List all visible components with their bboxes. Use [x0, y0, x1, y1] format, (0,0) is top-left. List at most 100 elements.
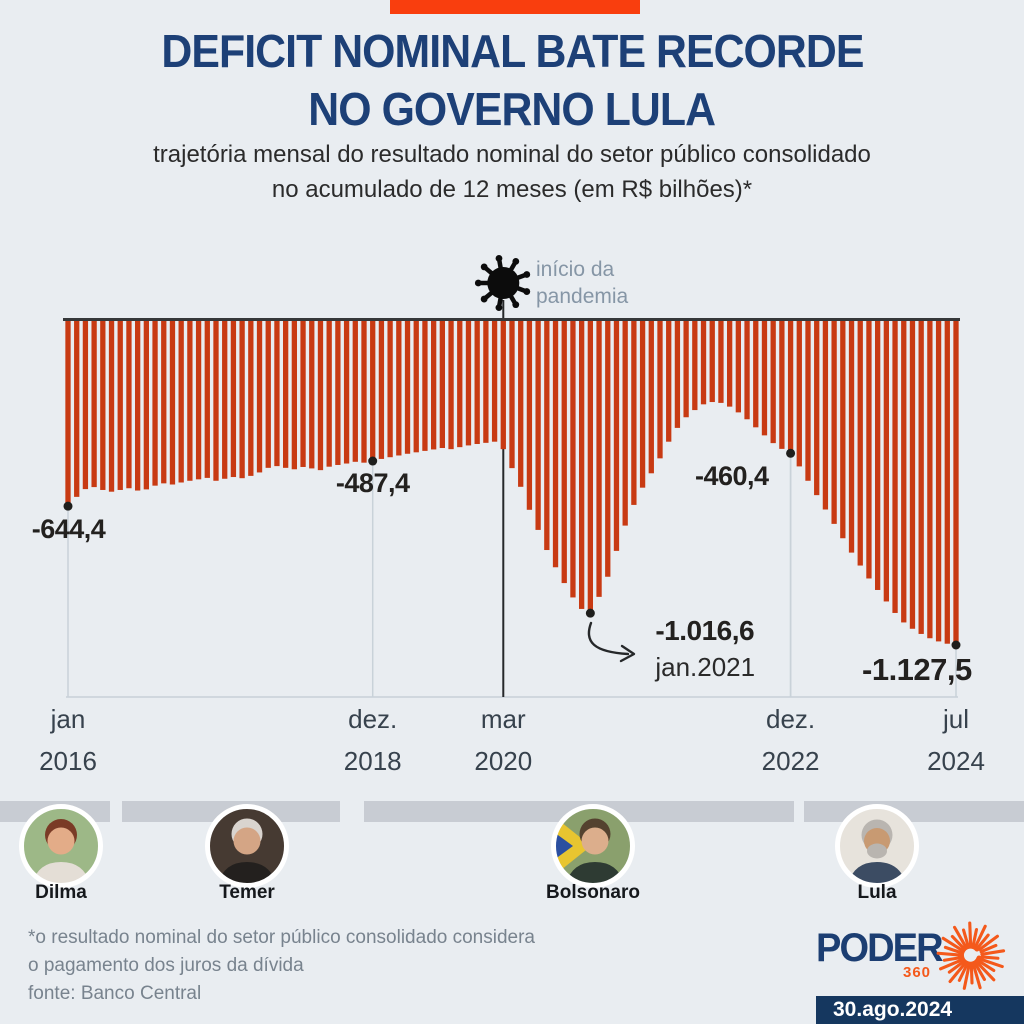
footnote-line1: *o resultado nominal do setor público co… — [28, 927, 535, 948]
bar — [134, 321, 141, 491]
pinwheel-ray — [936, 951, 962, 957]
bar — [953, 321, 959, 645]
bar — [866, 321, 872, 579]
bar — [65, 321, 71, 507]
bar — [126, 321, 132, 489]
president-name-lula: Lula — [857, 882, 897, 903]
term-divider-bolsonaro-lula — [794, 801, 804, 822]
bar — [874, 321, 881, 590]
bar — [352, 321, 358, 462]
pinwheel-ray — [948, 962, 966, 984]
bar — [509, 321, 515, 469]
bar — [692, 321, 698, 411]
term-divider-dilma-temer — [110, 801, 122, 822]
bar — [840, 321, 846, 539]
bar — [483, 321, 489, 443]
pinwheel-ray — [980, 955, 1000, 960]
bar — [709, 321, 715, 403]
zero-line — [63, 318, 960, 321]
bar — [666, 321, 672, 442]
poder360-logo-text: PODER — [816, 926, 944, 970]
x-axis-tick-mar2020: mar 2020 — [474, 704, 533, 776]
president-name-dilma: Dilma — [35, 882, 87, 903]
bar — [152, 321, 158, 486]
bar — [256, 321, 263, 473]
pinwheel-ray — [953, 925, 968, 949]
bar — [726, 321, 733, 407]
data-label-dez2018: -487,4 — [335, 468, 410, 499]
pinwheel-ray — [947, 961, 964, 974]
bar — [239, 321, 245, 479]
pinwheel-ray — [939, 958, 963, 971]
bar — [500, 321, 506, 450]
bar — [361, 321, 367, 463]
pinwheel-ray — [972, 965, 982, 990]
bar — [587, 321, 594, 614]
bar — [848, 321, 855, 553]
virus-icon — [474, 254, 531, 312]
bar — [465, 321, 472, 446]
pinwheel-ray — [962, 965, 971, 990]
bar — [787, 321, 794, 454]
pinwheel-ray — [942, 956, 962, 962]
subtitle-line2: no acumulado de 12 meses (em R$ bilhões)… — [271, 176, 753, 203]
bar — [613, 321, 620, 551]
data-point-dot — [951, 640, 961, 650]
bar — [491, 321, 498, 442]
bar — [909, 321, 916, 629]
bar — [265, 321, 271, 468]
subtitle-line1: trajetória mensal do resultado nominal d… — [153, 141, 871, 168]
bar — [761, 321, 768, 436]
pinwheel-ray — [974, 963, 986, 981]
bar — [570, 321, 576, 598]
bar — [91, 321, 97, 488]
bar — [248, 321, 254, 476]
bar — [892, 321, 898, 613]
pinwheel-ray — [943, 945, 963, 955]
bar — [309, 321, 315, 469]
bar — [683, 321, 689, 418]
bar — [578, 321, 585, 609]
bar — [430, 321, 437, 450]
term-divider-temer-bolsonaro — [340, 801, 364, 822]
bar — [831, 321, 837, 524]
bar — [744, 321, 750, 420]
poder360-pinwheel-icon — [936, 921, 1006, 990]
bar — [631, 321, 637, 505]
pinwheel-ray — [969, 965, 974, 985]
bar — [596, 321, 602, 597]
bar — [753, 321, 759, 428]
bar — [117, 321, 123, 490]
bar — [387, 321, 393, 458]
bar — [178, 321, 184, 483]
data-point-dot — [786, 448, 796, 458]
date-badge: 30.ago.2024 — [816, 996, 1024, 1024]
pandemic-annotation: início da pandemia — [536, 258, 629, 308]
bar — [674, 321, 681, 428]
bar — [822, 321, 829, 510]
bar — [552, 321, 559, 568]
bar — [143, 321, 150, 490]
bar — [404, 321, 411, 454]
pinwheel-ray — [978, 934, 999, 951]
data-point-dot — [63, 501, 73, 511]
pinwheel-ray — [962, 928, 970, 947]
bar — [204, 321, 210, 478]
data-label-jan2021: -1.016,6 jan.2021 — [655, 615, 755, 683]
bar — [413, 321, 419, 453]
bar — [439, 321, 446, 449]
data-label-jan2021-date: jan.2021 — [655, 652, 756, 683]
source-note: fonte: Banco Central — [28, 983, 202, 1004]
bar — [918, 321, 924, 634]
bar — [370, 321, 376, 462]
pinwheel-ray — [974, 924, 987, 948]
bar — [300, 321, 306, 467]
x-axis-tick-dez2022: dez. 2022 — [761, 704, 820, 776]
bar — [291, 321, 298, 470]
bar — [944, 321, 950, 644]
bar — [657, 321, 663, 459]
bar — [422, 321, 428, 451]
poder360-logo-360: 360 — [903, 964, 932, 981]
